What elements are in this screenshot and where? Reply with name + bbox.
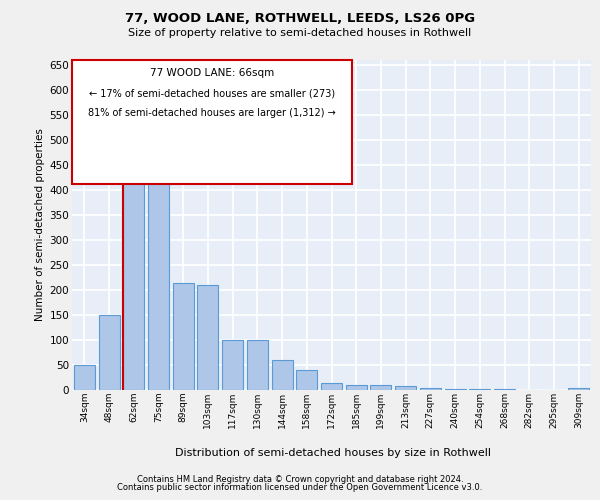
- Text: Distribution of semi-detached houses by size in Rothwell: Distribution of semi-detached houses by …: [175, 448, 491, 458]
- Text: Size of property relative to semi-detached houses in Rothwell: Size of property relative to semi-detach…: [128, 28, 472, 38]
- Bar: [98, 315, 119, 390]
- Bar: [197, 285, 218, 390]
- Bar: [469, 389, 490, 390]
- Bar: [370, 385, 391, 390]
- Bar: [173, 282, 194, 390]
- Text: 81% of semi-detached houses are larger (1,312) →: 81% of semi-detached houses are larger (…: [88, 108, 336, 118]
- Bar: [494, 389, 515, 390]
- Y-axis label: Number of semi-detached properties: Number of semi-detached properties: [35, 128, 46, 322]
- Bar: [445, 388, 466, 390]
- Text: ← 17% of semi-detached houses are smaller (273): ← 17% of semi-detached houses are smalle…: [89, 88, 335, 98]
- Text: 77 WOOD LANE: 66sqm: 77 WOOD LANE: 66sqm: [150, 68, 274, 78]
- Bar: [321, 382, 342, 390]
- Bar: [296, 370, 317, 390]
- Text: Contains HM Land Registry data © Crown copyright and database right 2024.: Contains HM Land Registry data © Crown c…: [137, 475, 463, 484]
- Text: 77, WOOD LANE, ROTHWELL, LEEDS, LS26 0PG: 77, WOOD LANE, ROTHWELL, LEEDS, LS26 0PG: [125, 12, 475, 26]
- Text: Contains public sector information licensed under the Open Government Licence v3: Contains public sector information licen…: [118, 483, 482, 492]
- Bar: [222, 340, 243, 390]
- FancyBboxPatch shape: [72, 60, 352, 184]
- Bar: [74, 365, 95, 390]
- Bar: [123, 165, 144, 390]
- Bar: [247, 340, 268, 390]
- Bar: [568, 388, 589, 390]
- Bar: [272, 360, 293, 390]
- Bar: [148, 122, 169, 390]
- Bar: [346, 385, 367, 390]
- Bar: [420, 388, 441, 390]
- Bar: [395, 386, 416, 390]
